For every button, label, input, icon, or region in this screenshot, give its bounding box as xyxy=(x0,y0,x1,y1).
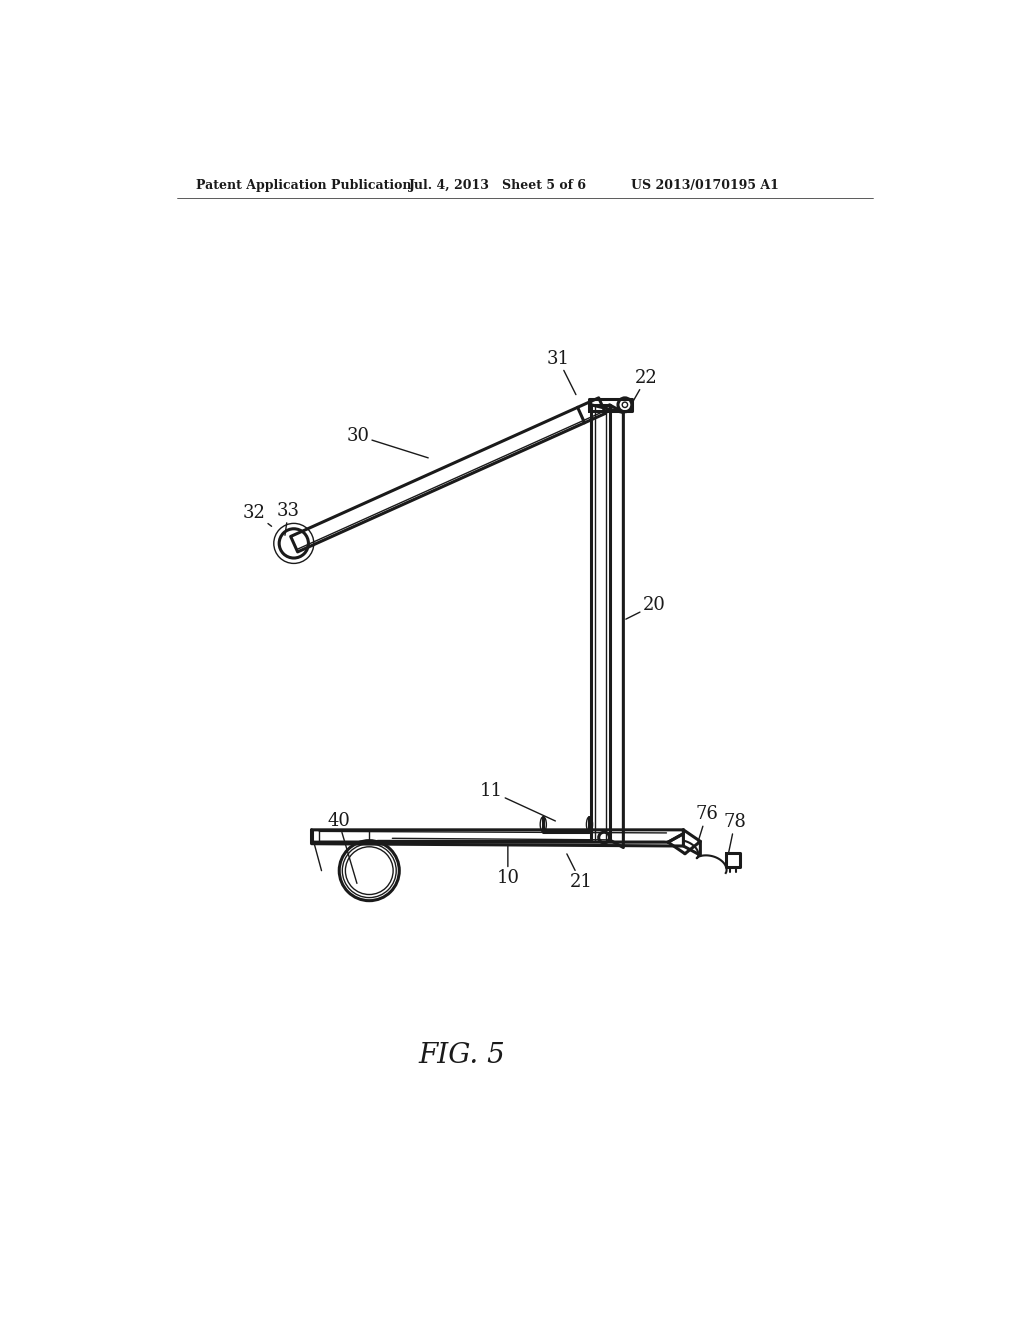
Text: 30: 30 xyxy=(346,426,428,458)
Text: 20: 20 xyxy=(626,597,666,619)
Text: Jul. 4, 2013   Sheet 5 of 6: Jul. 4, 2013 Sheet 5 of 6 xyxy=(410,178,588,191)
Text: Patent Application Publication: Patent Application Publication xyxy=(196,178,412,191)
Text: 31: 31 xyxy=(547,350,575,395)
Text: 40: 40 xyxy=(327,812,357,883)
Text: 11: 11 xyxy=(479,783,555,821)
Text: 78: 78 xyxy=(724,813,746,853)
Text: FIG. 5: FIG. 5 xyxy=(418,1041,505,1069)
Text: 33: 33 xyxy=(276,502,300,535)
Text: 76: 76 xyxy=(695,805,718,843)
Text: 21: 21 xyxy=(567,854,593,891)
Text: 22: 22 xyxy=(633,368,657,403)
Text: US 2013/0170195 A1: US 2013/0170195 A1 xyxy=(631,178,779,191)
Text: 32: 32 xyxy=(243,504,271,527)
Text: 10: 10 xyxy=(497,845,519,887)
